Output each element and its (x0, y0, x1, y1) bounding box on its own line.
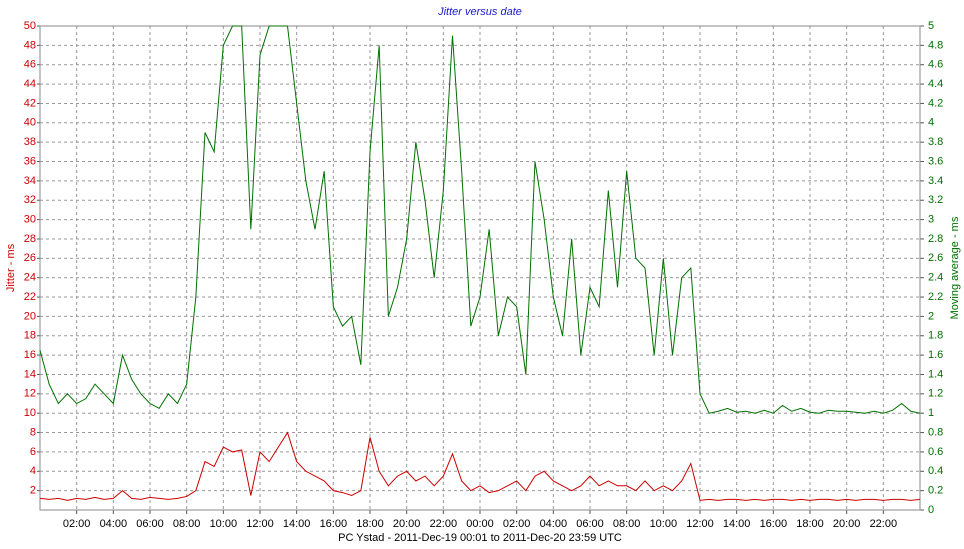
y-tick-label: 2 (30, 485, 36, 497)
y2-tick-label: 2.2 (928, 291, 943, 303)
y-tick-label: 12 (24, 388, 36, 400)
chart-title: Jitter versus date (437, 6, 522, 18)
y2-tick-label: 4.4 (928, 78, 943, 90)
y-tick-label: 14 (24, 368, 36, 380)
y-tick-label: 16 (24, 349, 36, 361)
x-tick-label: 02:00 (63, 518, 91, 530)
x-tick-label: 02:00 (503, 518, 531, 530)
x-tick-label: 14:00 (283, 518, 311, 530)
y-tick-label: 48 (24, 39, 36, 51)
y2-tick-label: 3.4 (928, 175, 943, 187)
x-tick-label: 10:00 (650, 518, 678, 530)
x-tick-label: 18:00 (356, 518, 384, 530)
x-tick-label: 18:00 (796, 518, 824, 530)
y2-tick-label: 0.2 (928, 485, 943, 497)
x-tick-label: 20:00 (393, 518, 421, 530)
y2-tick-label: 0.8 (928, 426, 943, 438)
y-tick-label: 28 (24, 233, 36, 245)
y-tick-label: 26 (24, 252, 36, 264)
y2-tick-label: 3.8 (928, 136, 943, 148)
y-tick-label: 44 (24, 78, 36, 90)
x-tick-label: 04:00 (540, 518, 568, 530)
y2-tick-label: 4.8 (928, 39, 943, 51)
x-tick-label: 00:00 (466, 518, 494, 530)
x-tick-label: 04:00 (100, 518, 128, 530)
x-tick-label: 12:00 (246, 518, 274, 530)
y2-tick-label: 1.2 (928, 388, 943, 400)
y2-axis-label: Moving average - ms (949, 216, 961, 319)
x-tick-label: 16:00 (320, 518, 348, 530)
y-tick-label: 18 (24, 330, 36, 342)
y2-tick-label: 5 (928, 20, 934, 32)
y-tick-label: 36 (24, 155, 36, 167)
y-tick-label: 8 (30, 426, 36, 438)
x-tick-label: 16:00 (760, 518, 788, 530)
x-tick-label: 14:00 (723, 518, 751, 530)
y-axis-label: Jitter - ms (5, 243, 17, 292)
y-tick-label: 30 (24, 214, 36, 226)
x-tick-label: 22:00 (870, 518, 898, 530)
y2-tick-label: 4.2 (928, 97, 943, 109)
y-tick-label: 32 (24, 194, 36, 206)
y-tick-label: 42 (24, 97, 36, 109)
y-tick-label: 46 (24, 59, 36, 71)
y2-tick-label: 1.6 (928, 349, 943, 361)
x-tick-label: 08:00 (173, 518, 201, 530)
y2-tick-label: 4.6 (928, 59, 943, 71)
y2-tick-label: 3 (928, 214, 934, 226)
y2-tick-label: 1.8 (928, 330, 943, 342)
y-tick-label: 6 (30, 446, 36, 458)
y2-tick-label: 3.6 (928, 155, 943, 167)
x-tick-label: 06:00 (136, 518, 164, 530)
y-tick-label: 38 (24, 136, 36, 148)
y-tick-label: 24 (24, 272, 36, 284)
y-tick-label: 10 (24, 407, 36, 419)
y2-tick-label: 4 (928, 117, 934, 129)
x-tick-label: 10:00 (210, 518, 238, 530)
y2-tick-label: 2.8 (928, 233, 943, 245)
series-line (39, 25, 921, 414)
x-tick-label: 22:00 (430, 518, 458, 530)
y2-tick-label: 2.6 (928, 252, 943, 264)
y2-tick-label: 2.4 (928, 272, 943, 284)
y-tick-label: 50 (24, 20, 36, 32)
series-line (39, 431, 921, 501)
x-axis-label: PC Ystad - 2011-Dec-19 00:01 to 2011-Dec… (338, 532, 622, 544)
y-tick-label: 4 (30, 465, 36, 477)
y-tick-label: 40 (24, 117, 36, 129)
y-tick-label: 34 (24, 175, 36, 187)
y2-tick-label: 3.2 (928, 194, 943, 206)
y2-tick-label: 1 (928, 407, 934, 419)
y-tick-label: 20 (24, 310, 36, 322)
x-tick-label: 12:00 (686, 518, 714, 530)
x-tick-label: 08:00 (613, 518, 641, 530)
y-tick-label: 22 (24, 291, 36, 303)
y2-tick-label: 0 (928, 504, 934, 516)
y2-tick-label: 1.4 (928, 368, 943, 380)
y2-tick-label: 0.6 (928, 446, 943, 458)
y2-tick-label: 0.4 (928, 465, 943, 477)
x-tick-label: 06:00 (576, 518, 604, 530)
plot-frame (39, 25, 921, 511)
x-tick-label: 20:00 (833, 518, 861, 530)
y2-tick-label: 2 (928, 310, 934, 322)
